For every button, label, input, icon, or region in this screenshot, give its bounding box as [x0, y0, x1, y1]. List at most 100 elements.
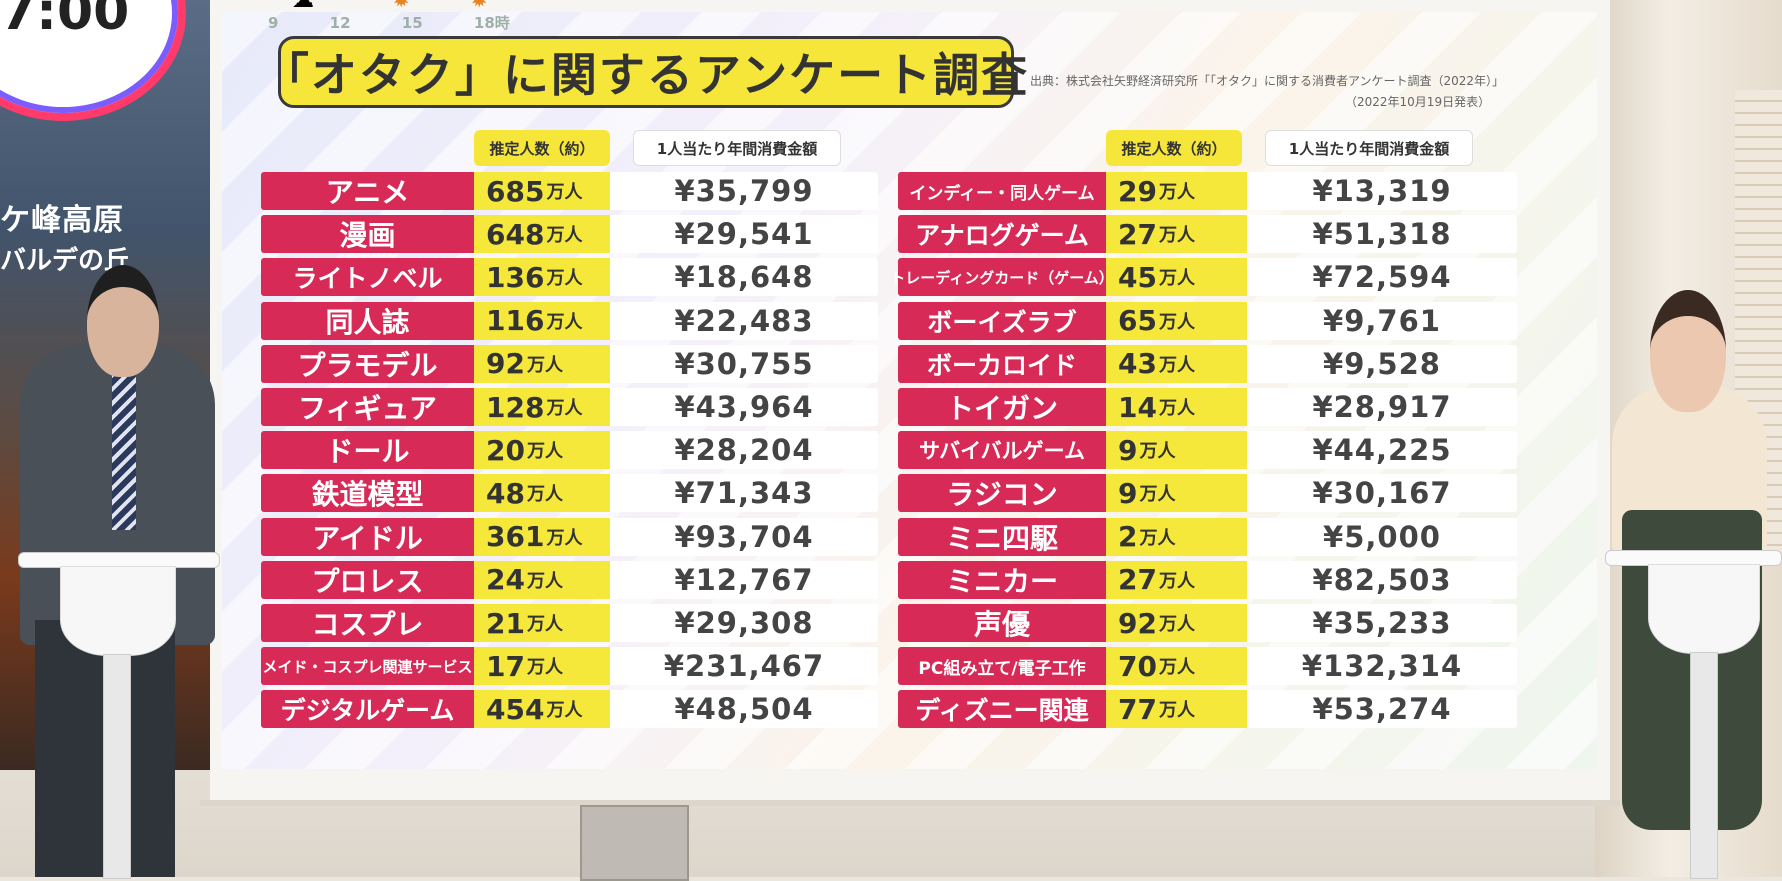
estimated-count: 9 万人 [1106, 431, 1247, 470]
table-row: インディー・同人ゲーム 29 万人 ¥13,319 [898, 172, 1517, 210]
count-value: 136 [486, 260, 545, 294]
left-podium-stand [103, 654, 131, 879]
annual-spending: ¥9,528 [1247, 344, 1517, 383]
count-unit: 万人 [1139, 527, 1176, 549]
count-value: 20 [486, 433, 525, 467]
category-name: インディー・同人ゲーム [898, 172, 1106, 210]
count-unit: 万人 [1158, 700, 1195, 722]
table-row: プラモデル 92 万人 ¥30,755 [261, 344, 878, 383]
estimated-count: 9 万人 [1106, 474, 1247, 513]
board-title: 「オタク」に関するアンケート調査 [262, 48, 1030, 102]
estimated-count: 2 万人 [1106, 517, 1247, 556]
estimated-count: 648 万人 [474, 215, 610, 254]
estimated-count: 29 万人 [1106, 172, 1247, 210]
count-unit: 万人 [526, 484, 563, 506]
count-unit: 万人 [1139, 441, 1176, 463]
count-unit: 万人 [546, 182, 583, 203]
table-row: ドール 20 万人 ¥28,204 [261, 431, 878, 470]
annual-spending: ¥35,233 [1247, 604, 1517, 642]
estimated-count: 27 万人 [1106, 560, 1247, 599]
table-row: コスプレ 21 万人 ¥29,308 [261, 604, 878, 642]
weather-time-marks: 9 12 15 18時 [268, 12, 556, 33]
count-unit: 万人 [1158, 182, 1195, 203]
count-value: 27 [1118, 563, 1157, 597]
annual-spending: ¥132,314 [1247, 647, 1517, 686]
annual-spending: ¥9,761 [1247, 301, 1517, 340]
time-mark: 15 [401, 14, 423, 32]
annual-spending: ¥28,204 [610, 431, 878, 470]
right-podium-stand [1690, 652, 1718, 879]
count-unit: 万人 [1158, 614, 1195, 635]
table-row: トレーディングカード（ゲーム） 45 万人 ¥72,594 [890, 258, 1517, 297]
category-name: ボーカロイド [898, 344, 1106, 383]
estimated-count: 92 万人 [474, 344, 610, 383]
count-unit: 万人 [546, 700, 583, 722]
table-row: アニメ 685 万人 ¥35,799 [261, 172, 878, 210]
count-unit: 万人 [1158, 225, 1195, 247]
count-unit: 万人 [526, 354, 563, 376]
table-row: 同人誌 116 万人 ¥22,483 [261, 301, 878, 340]
count-value: 65 [1118, 304, 1157, 338]
count-unit: 万人 [1158, 311, 1195, 333]
category-name: ディズニー関連 [898, 690, 1106, 729]
category-name: コスプレ [261, 604, 474, 642]
estimated-count: 14 万人 [1106, 388, 1247, 426]
table-row: ライトノベル 136 万人 ¥18,648 [261, 258, 878, 297]
estimated-count: 43 万人 [1106, 344, 1247, 383]
annual-spending: ¥48,504 [610, 690, 878, 729]
estimated-count: 45 万人 [1106, 258, 1247, 297]
table-row: 鉄道模型 48 万人 ¥71,343 [261, 474, 878, 513]
table-row: PC組み立て/電子工作 70 万人 ¥132,314 [898, 647, 1517, 686]
annual-spending: ¥72,594 [1247, 258, 1517, 297]
count-value: 27 [1118, 217, 1157, 251]
table-row: ラジコン 9 万人 ¥30,167 [898, 474, 1517, 513]
sun-icon: ✹ [470, 0, 489, 13]
category-name: PC組み立て/電子工作 [898, 647, 1106, 686]
estimated-count: 27 万人 [1106, 215, 1247, 254]
count-unit: 万人 [1139, 484, 1176, 506]
table-row: サバイバルゲーム 9 万人 ¥44,225 [898, 431, 1517, 470]
category-name: ミニ四駆 [898, 517, 1106, 556]
count-value: 361 [486, 520, 545, 554]
count-unit: 万人 [546, 225, 583, 247]
annual-spending: ¥28,917 [1247, 388, 1517, 426]
count-value: 70 [1118, 649, 1157, 683]
table-row: フィギュア 128 万人 ¥43,964 [261, 388, 878, 426]
count-value: 2 [1118, 520, 1138, 554]
time-mark: 12 [329, 14, 351, 32]
table-row: 声優 92 万人 ¥35,233 [898, 604, 1517, 642]
count-value: 24 [486, 563, 525, 597]
estimated-count: 77 万人 [1106, 690, 1247, 729]
header-amount-right: 1人当たり年間消費金額 [1265, 130, 1473, 166]
board-title-box: 「オタク」に関するアンケート調査 [263, 36, 1027, 108]
annual-spending: ¥51,318 [1247, 215, 1517, 254]
table-row: メイド・コスプレ関連サービス 17 万人 ¥231,467 [261, 647, 878, 686]
count-unit: 万人 [1158, 354, 1195, 376]
annual-spending: ¥22,483 [610, 301, 878, 340]
annual-spending: ¥93,704 [610, 517, 878, 556]
category-name: アナログゲーム [898, 215, 1106, 254]
table-row: ボーイズラブ 65 万人 ¥9,761 [898, 301, 1517, 340]
category-name: 漫画 [261, 215, 474, 254]
table-row: アイドル 361 万人 ¥93,704 [261, 517, 878, 556]
category-name: メイド・コスプレ関連サービス [261, 647, 474, 686]
category-name: ミニカー [898, 560, 1106, 599]
annual-spending: ¥12,767 [610, 560, 878, 599]
annual-spending: ¥53,274 [1247, 690, 1517, 729]
annual-spending: ¥29,541 [610, 215, 878, 254]
right-podium [1648, 564, 1760, 654]
estimated-count: 454 万人 [474, 690, 610, 729]
category-name: ライトノベル [261, 258, 474, 297]
count-unit: 万人 [546, 398, 583, 419]
source-note: 出典：株式会社矢野経済研究所「「オタク」に関する消費者アンケート調査（2022年… [1030, 74, 1505, 88]
estimated-count: 116 万人 [474, 301, 610, 340]
count-value: 685 [486, 174, 545, 208]
count-unit: 万人 [1158, 570, 1195, 592]
category-name: トレーディングカード（ゲーム） [890, 258, 1114, 297]
count-value: 454 [486, 692, 545, 726]
count-value: 77 [1118, 692, 1157, 726]
annual-spending: ¥35,799 [610, 172, 878, 210]
table-row: ミニ四駆 2 万人 ¥5,000 [898, 517, 1517, 556]
count-unit: 万人 [546, 527, 583, 549]
location-caption: ケ峰高原 [0, 203, 124, 238]
